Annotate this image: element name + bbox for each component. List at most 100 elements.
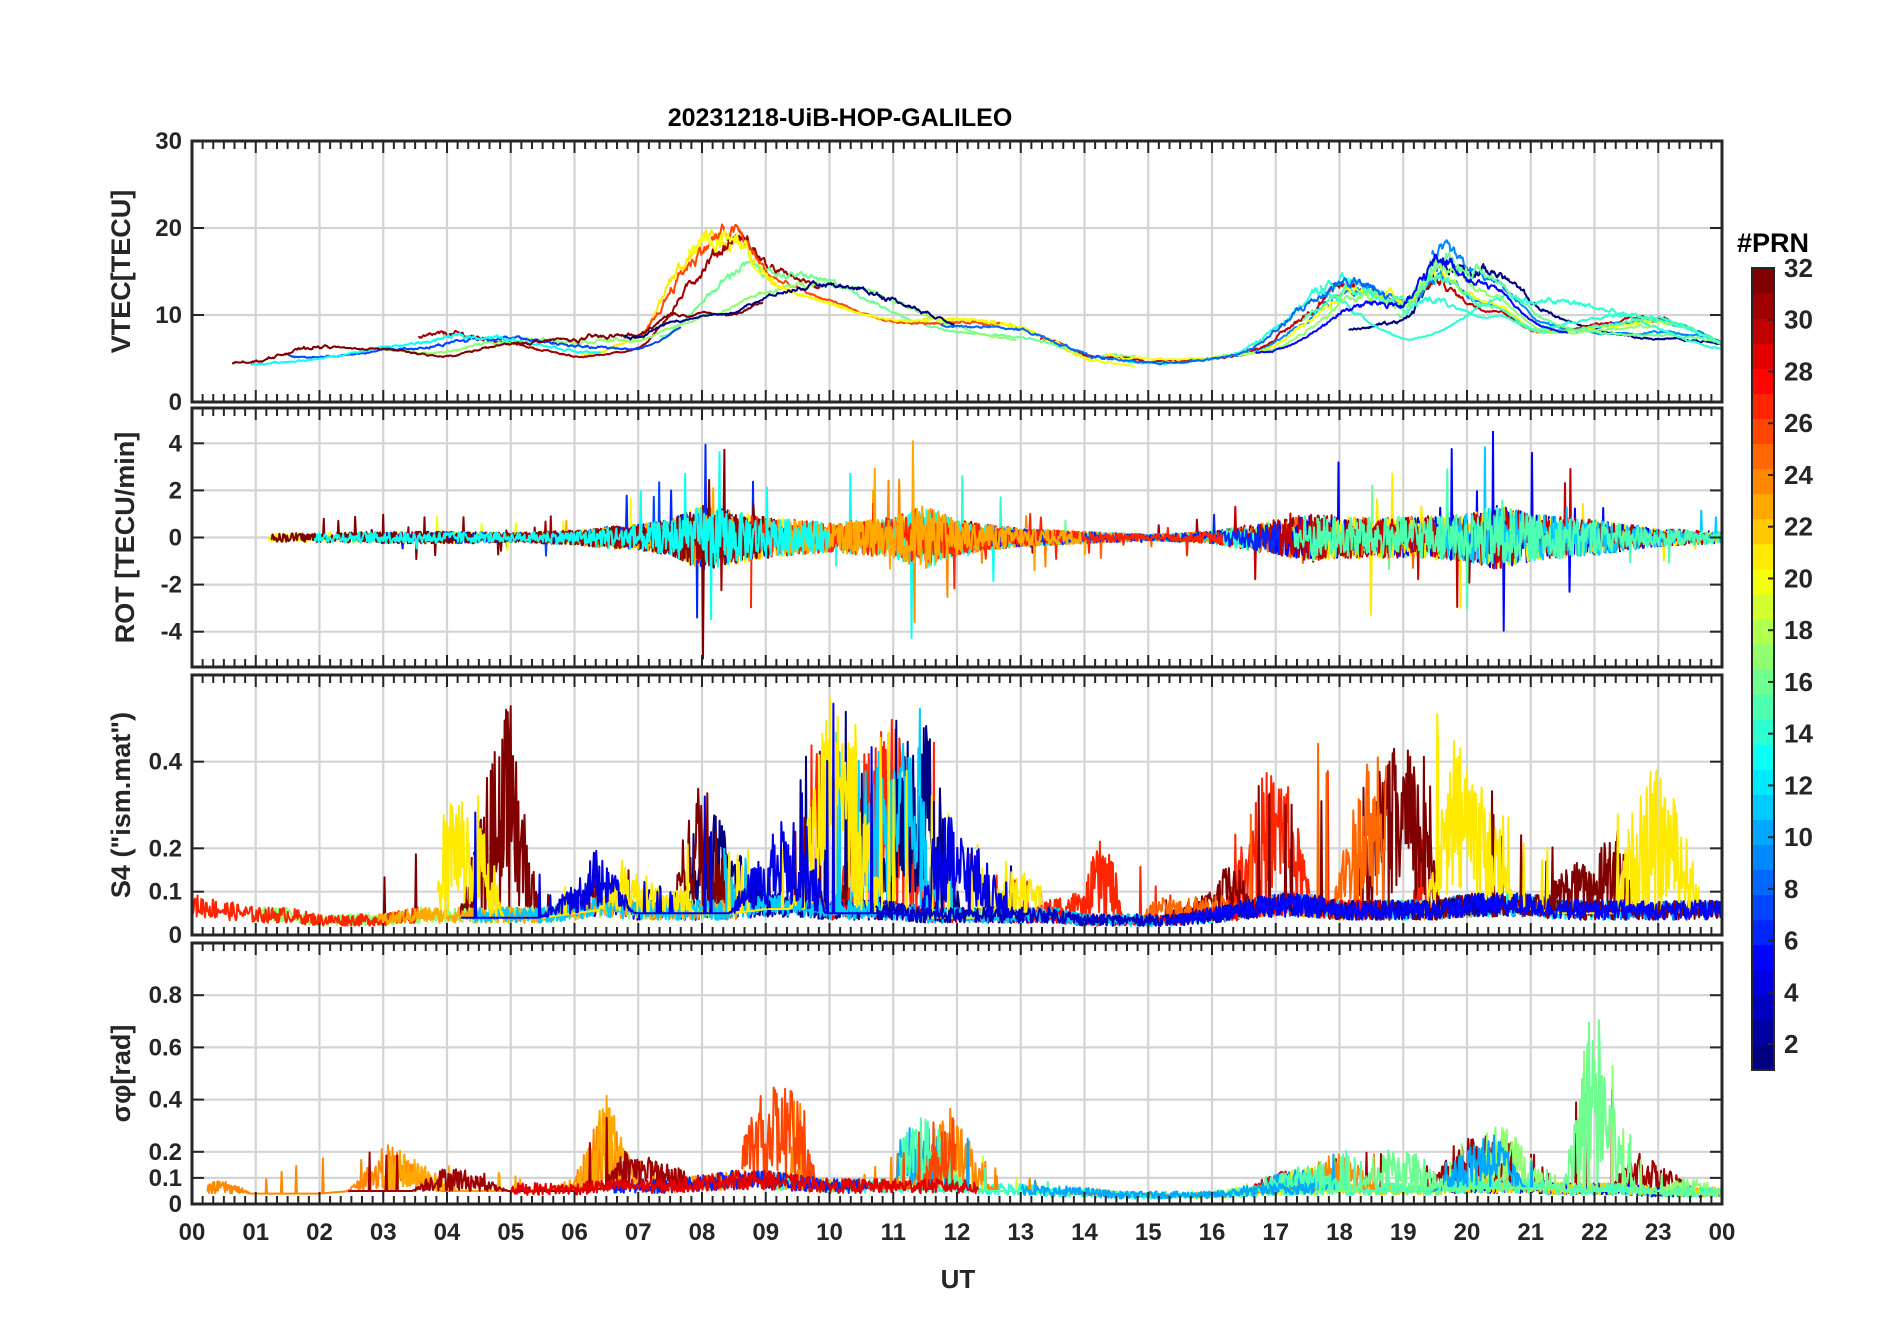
colorbar-tick-label: 30	[1784, 305, 1813, 335]
colorbar-band	[1752, 919, 1774, 946]
prn-trace	[1254, 253, 1568, 354]
colorbar-band	[1752, 543, 1774, 570]
colorbar-band	[1752, 343, 1774, 369]
x-tick-label: 22	[1581, 1219, 1608, 1246]
colorbar-band	[1752, 268, 1774, 294]
colorbar-tick-label: 8	[1784, 874, 1798, 904]
x-tick-label: 11	[881, 1219, 906, 1246]
y-tick-label: -2	[161, 572, 182, 599]
colorbar-band	[1752, 643, 1774, 670]
y-tick-label: 20	[155, 215, 182, 242]
colorbar-tick-label: 24	[1784, 460, 1813, 490]
series-group	[206, 1019, 1722, 1200]
x-tick-label: 20	[1454, 1219, 1481, 1246]
prn-trace	[1319, 284, 1722, 350]
series-group	[231, 223, 1722, 368]
colorbar-frame	[1751, 267, 1775, 1071]
colorbar-band	[1752, 794, 1774, 820]
colorbar-tick-label: 16	[1784, 667, 1813, 697]
y-tick-label: 0.6	[149, 1034, 182, 1061]
colorbar-band	[1752, 618, 1774, 645]
y-tick-label: 0.1	[149, 1165, 182, 1192]
colorbar-band	[1752, 894, 1774, 921]
panel-2: -4 -2 0 2 4 ROT [TECU/min]	[110, 406, 1724, 669]
x-tick-label: 09	[752, 1219, 779, 1246]
x-tick-label: 16	[1199, 1219, 1226, 1246]
colorbar-tick-label: 22	[1784, 512, 1813, 542]
colorbar-band	[1752, 493, 1774, 520]
colorbar-tick-label: 32	[1784, 253, 1813, 283]
prn-trace	[231, 301, 764, 365]
prn-trace	[313, 451, 830, 621]
y-tick-label: 0.2	[149, 835, 182, 862]
prn-trace	[460, 702, 1014, 919]
prn-trace	[1302, 273, 1722, 343]
series-group	[267, 430, 1722, 660]
x-tick-label: 00	[1709, 1219, 1736, 1246]
x-tick-label: 14	[1071, 1219, 1098, 1246]
x-tick-label: 03	[370, 1219, 397, 1246]
y-tick-label: 0.8	[149, 982, 182, 1009]
colorbar-tick-label: 18	[1784, 615, 1813, 645]
colorbar-band	[1752, 694, 1774, 720]
colorbar-tick-label: 10	[1784, 822, 1813, 852]
panel-1: 0 10 20 30 VTEC[TECU]	[106, 128, 1724, 416]
chart-title: 20231218-UiB-HOP-GALILEO	[668, 104, 1013, 132]
colorbar-band	[1752, 669, 1774, 695]
colorbar-band	[1752, 393, 1774, 419]
panel-4: 00.10.2 0.4 0.6 0.8 σφ[rad]	[106, 941, 1724, 1218]
x-tick-label: 12	[944, 1219, 971, 1246]
colorbar-tick-label: 20	[1784, 563, 1813, 593]
colorbar-band	[1752, 869, 1774, 896]
colorbar-band	[1752, 844, 1774, 871]
prn-trace	[250, 332, 601, 366]
colorbar-band	[1752, 1019, 1774, 1046]
prn-trace	[659, 259, 1137, 360]
x-tick-label: 15	[1135, 1219, 1162, 1246]
colorbar-band	[1752, 994, 1774, 1021]
prn-trace	[783, 440, 1083, 569]
panel-3: 0 0.1 0.2 0.4 S4 ("ism.mat")	[106, 673, 1724, 949]
colorbar-band	[1752, 318, 1774, 344]
y-axis-label: ROT [TECU/min]	[110, 432, 140, 643]
colorbar-band	[1752, 293, 1774, 319]
x-tick-label: 08	[689, 1219, 716, 1246]
prn-trace	[510, 1169, 979, 1196]
y-tick-label: 0.1	[149, 879, 182, 906]
colorbar-tick-label: 6	[1784, 926, 1798, 956]
x-tick-label: 21	[1517, 1219, 1544, 1246]
colorbar-band	[1752, 769, 1774, 795]
colorbar-label: #PRN	[1737, 228, 1809, 258]
series-group	[192, 696, 1722, 927]
colorbar-band	[1752, 368, 1774, 394]
x-tick-label: 18	[1326, 1219, 1353, 1246]
y-tick-label: 30	[155, 128, 182, 155]
y-tick-label: 0	[169, 525, 182, 552]
prn-trace	[638, 223, 1001, 339]
colorbar-tick-label: 26	[1784, 408, 1813, 438]
x-tick-label: 17	[1262, 1219, 1289, 1246]
prn-trace	[1292, 468, 1722, 610]
colorbar-band	[1752, 719, 1774, 745]
colorbar-band	[1752, 1044, 1774, 1071]
colorbar-band	[1752, 593, 1774, 620]
x-tick-label: 23	[1645, 1219, 1672, 1246]
prn-trace	[623, 280, 955, 341]
colorbar-band	[1752, 819, 1774, 846]
colorbar-band	[1752, 568, 1774, 595]
prn-trace	[1279, 1019, 1722, 1195]
y-axis-label: σφ[rad]	[106, 1025, 136, 1123]
y-tick-label: 0	[169, 922, 182, 949]
colorbar-band	[1752, 969, 1774, 996]
x-tick-label: 13	[1007, 1219, 1034, 1246]
x-tick-label: 00	[179, 1219, 206, 1246]
prn-trace	[580, 228, 1095, 363]
y-tick-label: 10	[155, 302, 182, 329]
x-axis-label: UT	[941, 1264, 976, 1294]
x-tick-label: 10	[816, 1219, 843, 1246]
colorbar-band	[1752, 944, 1774, 971]
y-tick-label: 2	[169, 477, 182, 504]
x-tick-label: 04	[434, 1219, 461, 1246]
